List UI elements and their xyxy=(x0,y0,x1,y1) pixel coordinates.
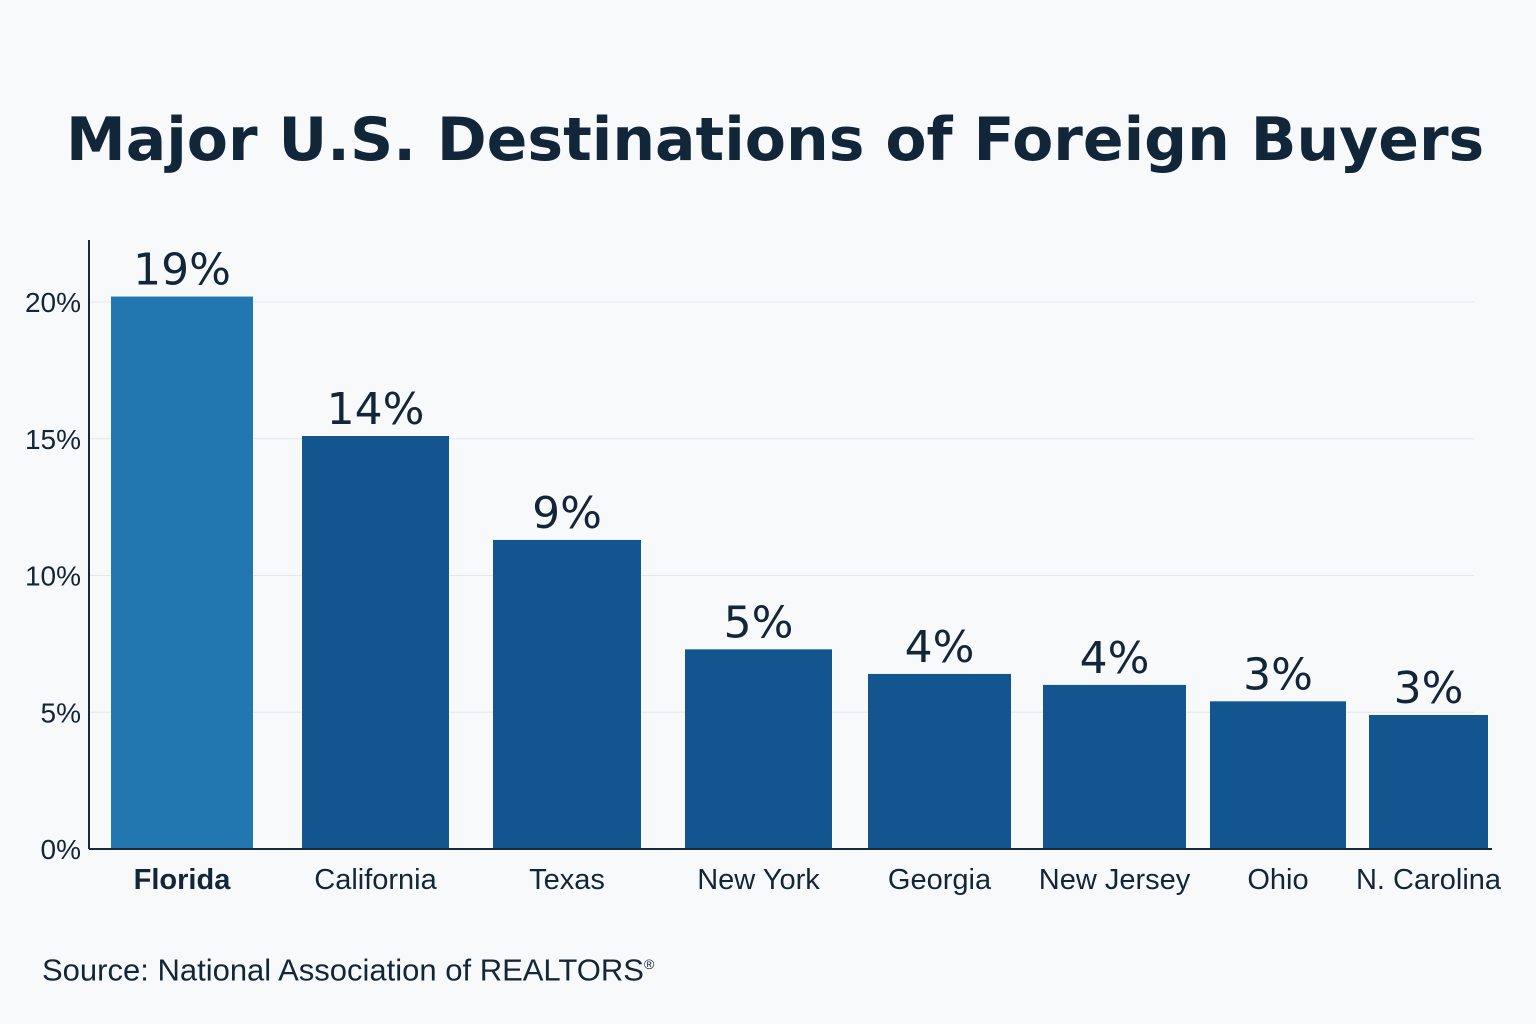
y-tick-label: 0% xyxy=(41,834,81,865)
bar xyxy=(1043,684,1186,849)
data-label: 5% xyxy=(724,597,794,648)
chart-title: Major U.S. Destinations of Foreign Buyer… xyxy=(66,105,1485,175)
data-label: 14% xyxy=(327,384,425,435)
source-text: Source: National Association of REALTORS xyxy=(42,952,644,988)
x-tick-label: California xyxy=(314,864,437,896)
x-tick-label: Ohio xyxy=(1247,864,1308,896)
x-tick-label: Georgia xyxy=(888,864,992,896)
data-label: 3% xyxy=(1243,649,1313,700)
data-label: 9% xyxy=(532,488,602,539)
y-tick-label: 10% xyxy=(25,561,81,592)
source-note: Source: National Association of REALTORS… xyxy=(42,944,654,990)
x-tick-label: N. Carolina xyxy=(1356,864,1502,896)
bar xyxy=(111,296,253,849)
x-tick-label: New Jersey xyxy=(1039,864,1191,896)
y-tick-label: 15% xyxy=(25,424,81,455)
data-label: 3% xyxy=(1394,663,1464,714)
bar xyxy=(1369,714,1488,849)
bar xyxy=(685,649,832,849)
bar xyxy=(868,673,1011,849)
data-label: 4% xyxy=(1080,633,1150,684)
bar xyxy=(1210,701,1346,849)
data-label: 4% xyxy=(905,622,975,673)
x-tick-label: Florida xyxy=(134,864,232,896)
y-tick-label: 5% xyxy=(41,697,81,728)
y-tick-label: 20% xyxy=(25,287,81,318)
registered-mark: ® xyxy=(643,956,655,972)
x-tick-label: Texas xyxy=(529,864,605,896)
x-tick-label: New York xyxy=(697,864,820,896)
bar xyxy=(493,539,641,849)
data-label: 19% xyxy=(133,245,231,296)
bar xyxy=(302,436,449,849)
